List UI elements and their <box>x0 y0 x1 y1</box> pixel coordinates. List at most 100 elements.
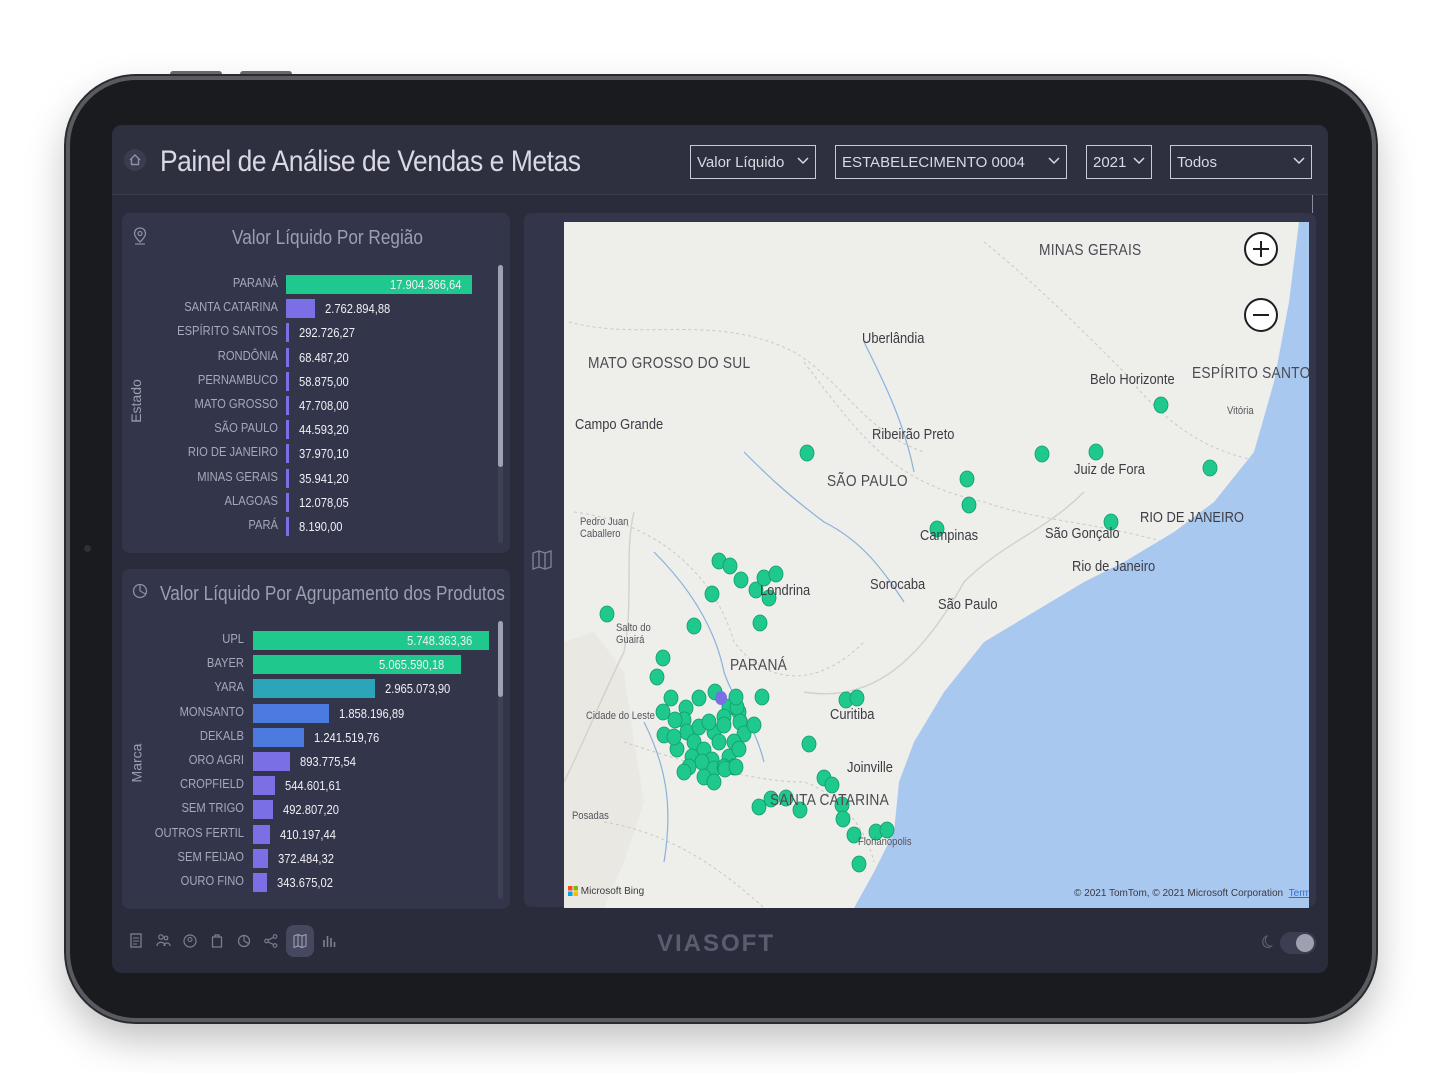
bar-label: SEM TRIGO <box>181 800 244 816</box>
map-terms-link[interactable]: Terms <box>1288 888 1309 899</box>
map-dot[interactable] <box>761 589 777 607</box>
map-dot[interactable] <box>1153 396 1169 414</box>
bar[interactable] <box>253 776 276 796</box>
bar-chart-icon[interactable] <box>321 931 337 951</box>
map-dot[interactable] <box>1034 445 1050 463</box>
user-circle-icon[interactable] <box>182 931 198 951</box>
map-canvas <box>564 222 1309 908</box>
map-dot[interactable] <box>748 581 764 599</box>
product-scrollbar-thumb[interactable] <box>498 621 503 697</box>
map-dot[interactable] <box>801 735 817 753</box>
bar[interactable] <box>286 275 472 294</box>
map-dot[interactable] <box>792 801 808 819</box>
bar-label: MATO GROSSO <box>194 396 278 411</box>
home-icon[interactable] <box>124 149 146 171</box>
map-dot[interactable] <box>676 763 692 781</box>
map-dot[interactable] <box>716 716 732 734</box>
map-dot[interactable] <box>706 773 722 791</box>
bar[interactable] <box>286 347 289 367</box>
product-scrollbar[interactable] <box>498 621 503 899</box>
map-dot[interactable] <box>733 571 749 589</box>
bar[interactable] <box>253 703 330 723</box>
map-dot[interactable] <box>849 689 865 707</box>
map-dot[interactable] <box>961 496 977 514</box>
bar[interactable] <box>286 396 289 415</box>
map-dot[interactable] <box>655 649 671 667</box>
map-dot[interactable] <box>666 728 682 746</box>
people-icon[interactable] <box>155 931 171 951</box>
bar[interactable] <box>286 299 315 319</box>
bar[interactable] <box>253 727 304 747</box>
bar[interactable] <box>253 752 290 771</box>
metric-dropdown[interactable]: Valor Líquido <box>690 145 816 179</box>
map-dot[interactable] <box>959 470 975 488</box>
map-provider: Microsoft Bing <box>568 886 644 897</box>
year-dropdown-value: 2021 <box>1093 154 1127 171</box>
map-dot[interactable] <box>728 688 744 706</box>
bar[interactable] <box>286 323 290 343</box>
map-dot[interactable] <box>691 689 707 707</box>
map-dot-selected[interactable] <box>715 691 727 705</box>
map-dot[interactable] <box>824 776 840 794</box>
map-dot[interactable] <box>835 810 851 828</box>
map-dot[interactable] <box>711 733 727 751</box>
map-dot[interactable] <box>778 789 794 807</box>
share-icon[interactable] <box>263 931 279 951</box>
bar[interactable] <box>286 468 289 488</box>
establishment-dropdown[interactable]: ESTABELECIMENTO 0004 <box>835 145 1067 179</box>
map-dot[interactable] <box>655 703 671 721</box>
zoom-in-button[interactable] <box>1244 232 1278 266</box>
bar[interactable] <box>253 848 269 868</box>
region-scrollbar-thumb[interactable] <box>498 265 503 467</box>
bar-label: PERNAMBUCO <box>197 371 278 387</box>
map-dot[interactable] <box>701 713 717 731</box>
map-dot[interactable] <box>1088 443 1104 461</box>
bar[interactable] <box>253 800 274 820</box>
bar[interactable] <box>253 631 489 650</box>
map-dot[interactable] <box>599 605 615 623</box>
active-page-tab[interactable] <box>286 925 314 957</box>
map-dot[interactable] <box>649 668 665 686</box>
sales-map[interactable]: MINAS GERAIS MATO GROSSO DO SUL ESPÍRITO… <box>564 222 1309 908</box>
microsoft-logo-icon <box>568 886 578 897</box>
map-dot[interactable] <box>929 520 945 538</box>
toggle-knob <box>1296 934 1314 952</box>
moon-icon <box>1262 935 1273 948</box>
map-dot[interactable] <box>722 557 738 575</box>
map-dot[interactable] <box>751 798 767 816</box>
map-dot[interactable] <box>686 617 702 635</box>
map-dot[interactable] <box>746 716 762 734</box>
bar[interactable] <box>253 873 268 892</box>
bar[interactable] <box>286 444 289 464</box>
map-dot[interactable] <box>667 711 683 729</box>
map-dot[interactable] <box>1103 513 1119 531</box>
year-dropdown[interactable]: 2021 <box>1086 145 1152 179</box>
map-dot[interactable] <box>768 565 784 583</box>
bar[interactable] <box>253 655 461 675</box>
bar-value-label: 47.708,00 <box>299 398 349 413</box>
zoom-out-button[interactable] <box>1244 298 1278 332</box>
pie-chart-icon[interactable] <box>236 931 252 951</box>
map-dot[interactable] <box>731 740 747 758</box>
dark-mode-toggle[interactable] <box>1280 932 1316 954</box>
map-dot[interactable] <box>728 758 744 776</box>
map-dot[interactable] <box>704 585 720 603</box>
map-dot[interactable] <box>763 790 779 808</box>
map-dot[interactable] <box>799 444 815 462</box>
package-icon[interactable] <box>209 931 225 951</box>
bar[interactable] <box>286 492 289 512</box>
bar[interactable] <box>286 371 289 391</box>
bar[interactable] <box>253 679 375 699</box>
document-icon[interactable] <box>128 931 144 951</box>
segment-dropdown[interactable]: Todos <box>1170 145 1312 179</box>
bar[interactable] <box>286 420 289 440</box>
bar[interactable] <box>253 824 270 844</box>
bar[interactable] <box>286 517 289 536</box>
map-dot[interactable] <box>851 855 867 873</box>
map-dot[interactable] <box>1202 459 1218 477</box>
map-dot[interactable] <box>754 688 770 706</box>
map-dot[interactable] <box>752 614 768 632</box>
map-dot[interactable] <box>879 821 895 839</box>
map-dot[interactable] <box>663 689 679 707</box>
map-dot[interactable] <box>846 826 862 844</box>
